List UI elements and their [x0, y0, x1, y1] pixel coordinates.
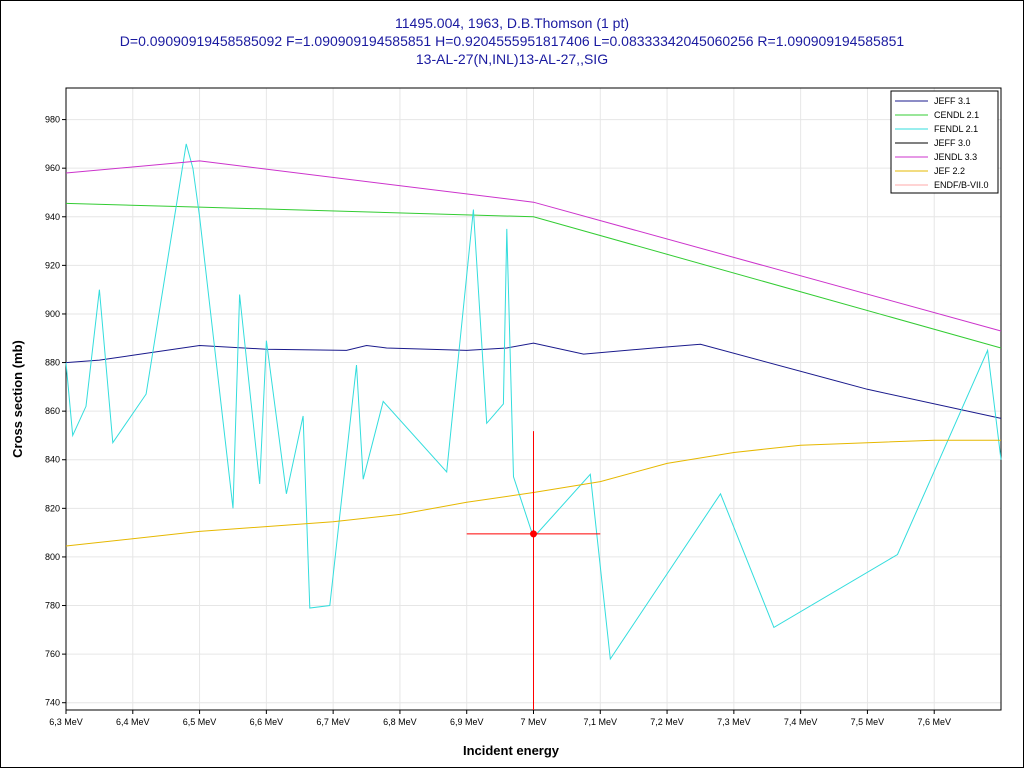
- series-line-fendl-2-1: [65, 143, 1002, 661]
- y-tick-label: 960: [45, 163, 60, 173]
- y-tick-label: 760: [45, 649, 60, 659]
- legend-label-fendl-2-1: FENDL 2.1: [934, 124, 978, 134]
- x-tick-label: 6,3 MeV: [49, 717, 83, 727]
- legend-label-jendl-3-3: JENDL 3.3: [934, 152, 977, 162]
- y-tick-label: 940: [45, 212, 60, 222]
- y-tick-label: 900: [45, 309, 60, 319]
- y-tick-label: 980: [45, 115, 60, 125]
- y-tick-label: 840: [45, 455, 60, 465]
- y-tick-label: 800: [45, 552, 60, 562]
- x-tick-label: 7,5 MeV: [851, 717, 885, 727]
- y-axis-ticks: 740 760 780 800 820 840 860 880 900 920 940 960 980: [45, 115, 66, 708]
- x-tick-label: 6,6 MeV: [250, 717, 284, 727]
- title-line-1: 11495.004, 1963, D.B.Thomson (1 pt): [395, 15, 629, 31]
- legend-label-endf-b-vii-0: ENDF/B-VII.0: [934, 180, 989, 190]
- x-tick-label: 7,4 MeV: [784, 717, 818, 727]
- y-tick-label: 920: [45, 260, 60, 270]
- y-tick-label: 780: [45, 601, 60, 611]
- legend-box: [890, 90, 999, 194]
- series-line-jef-2-2: [65, 439, 1001, 547]
- chart-title: 11495.004, 1963, D.B.Thomson (1 pt) D=0.…: [0, 14, 1024, 68]
- series-line-cendl-2-1: [65, 202, 1002, 349]
- x-axis-ticks: 6,3 MeV 6,4 MeV 6,5 MeV 6,6 MeV 6,7 MeV 6,8 M…: [49, 710, 951, 727]
- series-layer: [65, 143, 1002, 661]
- legend-label-jef-2-2: JEF 2.2: [934, 166, 965, 176]
- y-tick-label: 860: [45, 406, 60, 416]
- y-tick-label: 820: [45, 503, 60, 513]
- legend: JEFF 3.1 CENDL 2.1 FENDL 2.1 JEFF 3.0 JENDL …: [890, 90, 999, 194]
- title-line-3: 13-AL-27(N,INL)13-AL-27,,SIG: [415, 51, 609, 67]
- x-tick-label: 6,8 MeV: [383, 717, 417, 727]
- data-point-marker: [530, 530, 537, 538]
- legend-label-jeff-3-0: JEFF 3.0: [934, 138, 971, 148]
- x-tick-label: 6,5 MeV: [183, 717, 217, 727]
- data-point-layer: [466, 431, 601, 710]
- x-tick-label: 7 MeV: [520, 717, 546, 727]
- x-tick-label: 6,7 MeV: [316, 717, 350, 727]
- x-tick-label: 6,9 MeV: [450, 717, 484, 727]
- x-tick-label: 6,4 MeV: [116, 717, 150, 727]
- x-tick-label: 7,2 MeV: [650, 717, 684, 727]
- y-tick-label: 740: [45, 698, 60, 708]
- legend-label-jeff-3-1: JEFF 3.1: [934, 96, 971, 106]
- legend-label-cendl-2-1: CENDL 2.1: [934, 110, 979, 120]
- x-tick-label: 7,6 MeV: [917, 717, 951, 727]
- x-tick-label: 7,1 MeV: [584, 717, 618, 727]
- x-tick-label: 7,3 MeV: [717, 717, 751, 727]
- y-axis-title: Cross section (mb): [10, 340, 25, 458]
- x-axis-title: Incident energy: [463, 743, 560, 758]
- title-line-2: D=0.09090919458585092 F=1.09090919458585…: [119, 33, 905, 49]
- series-line-jeff-3-1: [65, 342, 1002, 419]
- y-tick-label: 880: [45, 358, 60, 368]
- series-line-jendl-3-3: [65, 160, 1002, 332]
